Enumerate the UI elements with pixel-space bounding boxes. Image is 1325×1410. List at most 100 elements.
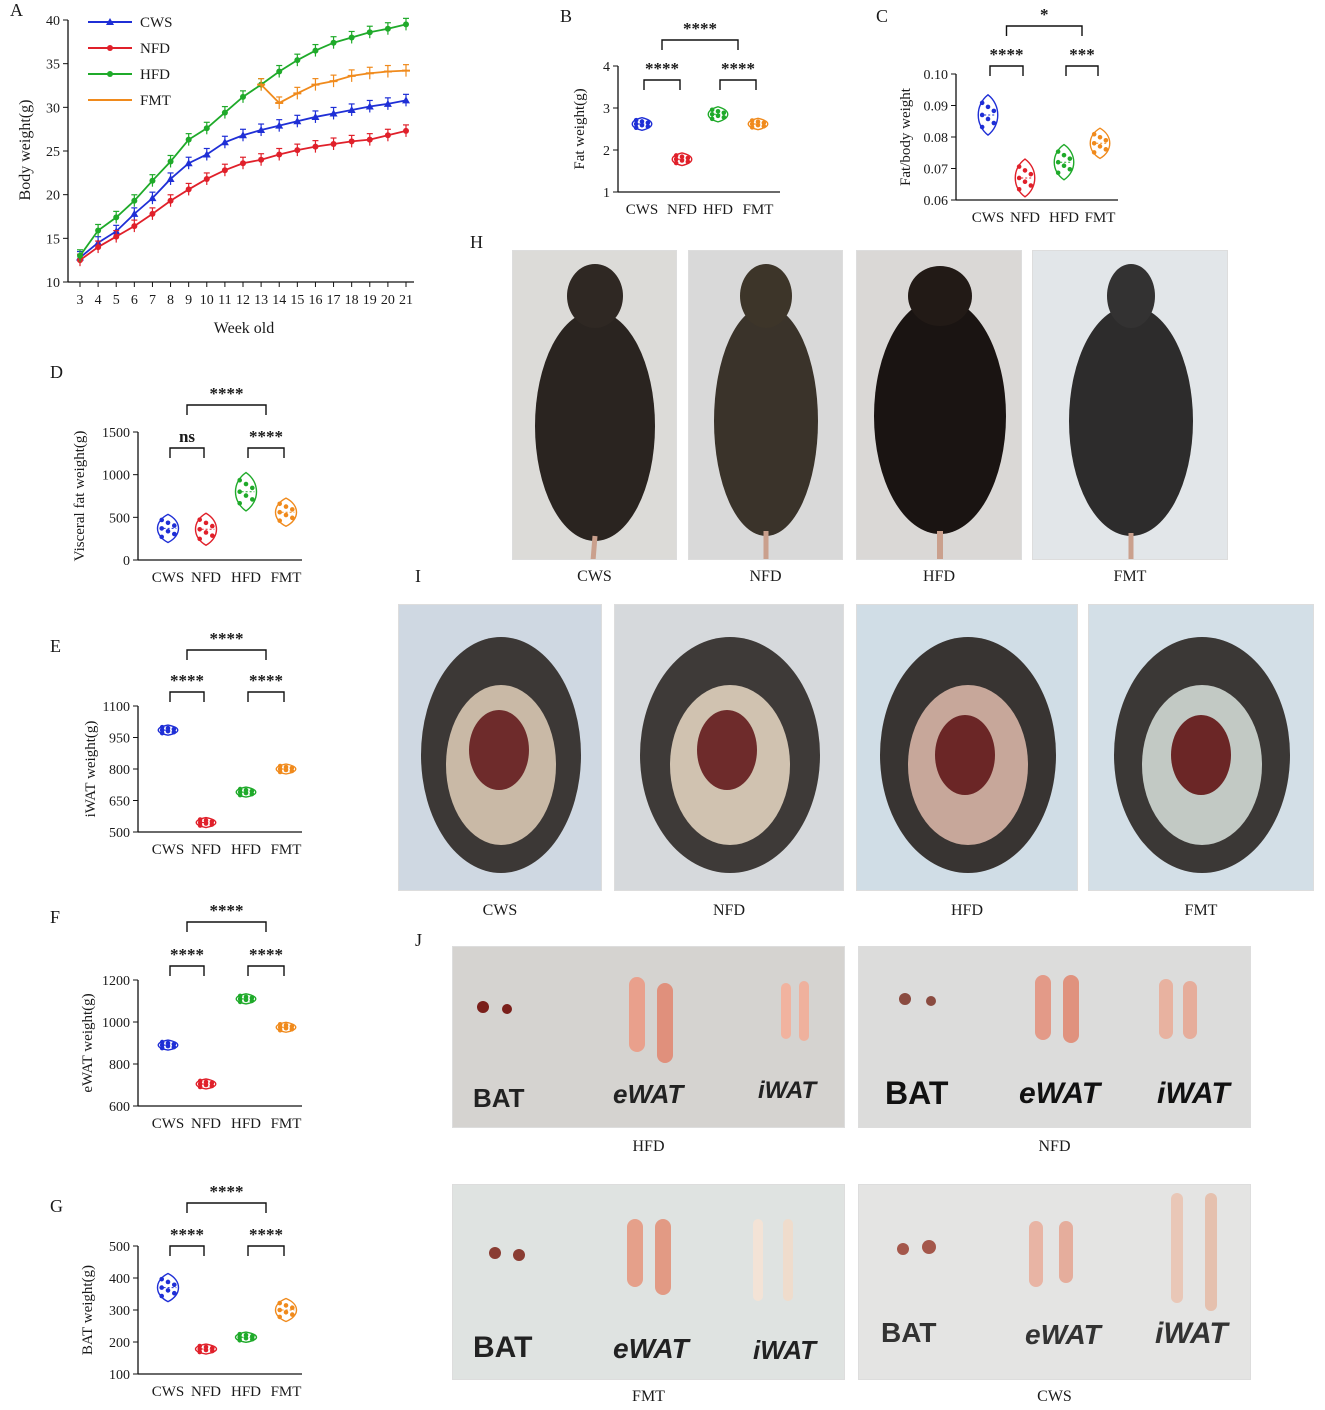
y-tick-label: 500	[109, 511, 130, 526]
significance-label: ****	[249, 427, 283, 446]
legend-label: FMT	[140, 93, 171, 109]
significance-bracket	[169, 691, 205, 702]
legend-marker	[106, 18, 114, 25]
data-point	[1097, 144, 1103, 149]
y-tick-label: 20	[46, 189, 60, 204]
series-line-cws	[79, 99, 407, 259]
significance-bracket	[169, 965, 205, 976]
significance-label: ****	[170, 1225, 204, 1244]
x-tick-label: 14	[272, 293, 286, 308]
data-point	[203, 1347, 209, 1353]
data-point	[250, 1336, 255, 1342]
x-tick-label: 19	[363, 293, 377, 308]
dissection-photo-cws	[398, 604, 602, 891]
mouse-photo-fmt	[1032, 250, 1228, 560]
data-point	[290, 515, 295, 521]
data-point	[1091, 131, 1097, 137]
significance-bracket	[989, 65, 1024, 76]
data-point	[171, 729, 177, 735]
x-tick-label: FMT	[271, 570, 302, 586]
series-line-nfd	[79, 130, 407, 261]
data-point	[283, 767, 289, 773]
x-tick-label: 4	[95, 293, 102, 308]
data-point	[159, 1045, 165, 1051]
data-point	[172, 531, 177, 537]
data-point	[130, 209, 139, 217]
y-axis-label: BAT weight(g)	[80, 1265, 96, 1355]
x-tick-label: HFD	[1049, 210, 1079, 226]
photo-label: HFD	[922, 568, 955, 585]
y-tick-label: 25	[46, 145, 60, 160]
y-tick-label: 1	[603, 186, 610, 201]
data-point	[330, 39, 337, 46]
violin-hfd	[234, 1331, 258, 1344]
panel-letter-h: H	[470, 232, 483, 252]
mouse-photo-hfd	[856, 250, 1022, 560]
x-tick-label: 9	[185, 293, 192, 308]
significance-bracket	[247, 447, 285, 458]
data-point	[1067, 166, 1073, 172]
significance-bracket	[247, 965, 285, 976]
data-point	[237, 1337, 242, 1343]
x-axis-label: Week old	[214, 320, 274, 337]
violin-nfd	[194, 512, 218, 547]
y-tick-label: 200	[109, 1336, 130, 1351]
x-tick-label: CWS	[152, 570, 185, 586]
significance-label: ***	[1069, 45, 1095, 64]
x-tick-label: CWS	[152, 842, 185, 858]
significance-bracket	[186, 404, 267, 415]
data-point	[1091, 150, 1097, 155]
significance-bracket	[247, 691, 285, 702]
x-tick-label: CWS	[152, 1116, 185, 1132]
data-point	[165, 528, 171, 534]
data-point	[221, 109, 228, 116]
y-tick-label: 4	[603, 60, 610, 75]
data-point	[165, 520, 171, 526]
data-point	[275, 121, 284, 129]
data-point	[243, 997, 249, 1003]
data-point	[290, 1305, 295, 1310]
data-point	[243, 481, 249, 487]
data-point	[402, 96, 410, 104]
x-tick-label: 5	[113, 293, 120, 308]
data-point	[639, 119, 645, 124]
photo-label: NFD	[1038, 1138, 1071, 1155]
x-tick-label: CWS	[972, 210, 1005, 226]
data-point	[709, 116, 715, 122]
x-tick-label: 11	[218, 293, 231, 308]
data-point	[755, 119, 761, 124]
significance-label: ns	[179, 427, 195, 446]
data-point	[283, 504, 289, 509]
x-tick-label: FMT	[271, 1384, 302, 1400]
data-point	[237, 477, 242, 483]
tissue-label: eWAT	[613, 1079, 684, 1109]
tissue-label: iWAT	[758, 1077, 817, 1104]
y-tick-label: 1100	[103, 700, 130, 715]
data-point	[95, 244, 102, 251]
y-tick-label: 650	[109, 795, 130, 810]
significance-label: ****	[249, 945, 283, 964]
x-tick-label: HFD	[703, 202, 733, 218]
tissue-label: BAT	[473, 1083, 525, 1113]
significance-label: *	[1040, 5, 1049, 24]
data-point	[172, 1290, 177, 1296]
significance-bracket	[643, 79, 681, 90]
photo-label: CWS	[1037, 1388, 1072, 1405]
significance-label: ****	[210, 629, 244, 648]
legend-marker	[107, 71, 113, 77]
y-tick-label: 30	[46, 101, 60, 116]
violin-chart-fat-body-ratio: C 0.06 0.07 0.08 0.09 0.10 Fat/body weight CWS N…	[876, 5, 1118, 226]
x-tick-label: NFD	[191, 570, 221, 586]
x-tick-label: FMT	[743, 202, 774, 218]
data-point	[197, 517, 202, 522]
data-point	[283, 1025, 289, 1031]
data-point	[113, 233, 120, 240]
y-axis-label: Fat/body weight	[898, 87, 914, 186]
data-point	[1103, 137, 1109, 143]
data-point	[1022, 168, 1028, 173]
data-point	[277, 509, 283, 515]
line-chart-body-weight: A 10 15 20 25 30 35 40 3 4 5 6 7 8 9 10 11 12 13 14 15 16 17 18…	[10, 0, 414, 337]
data-point	[403, 21, 409, 28]
data-point	[311, 112, 320, 120]
data-point	[159, 517, 164, 523]
